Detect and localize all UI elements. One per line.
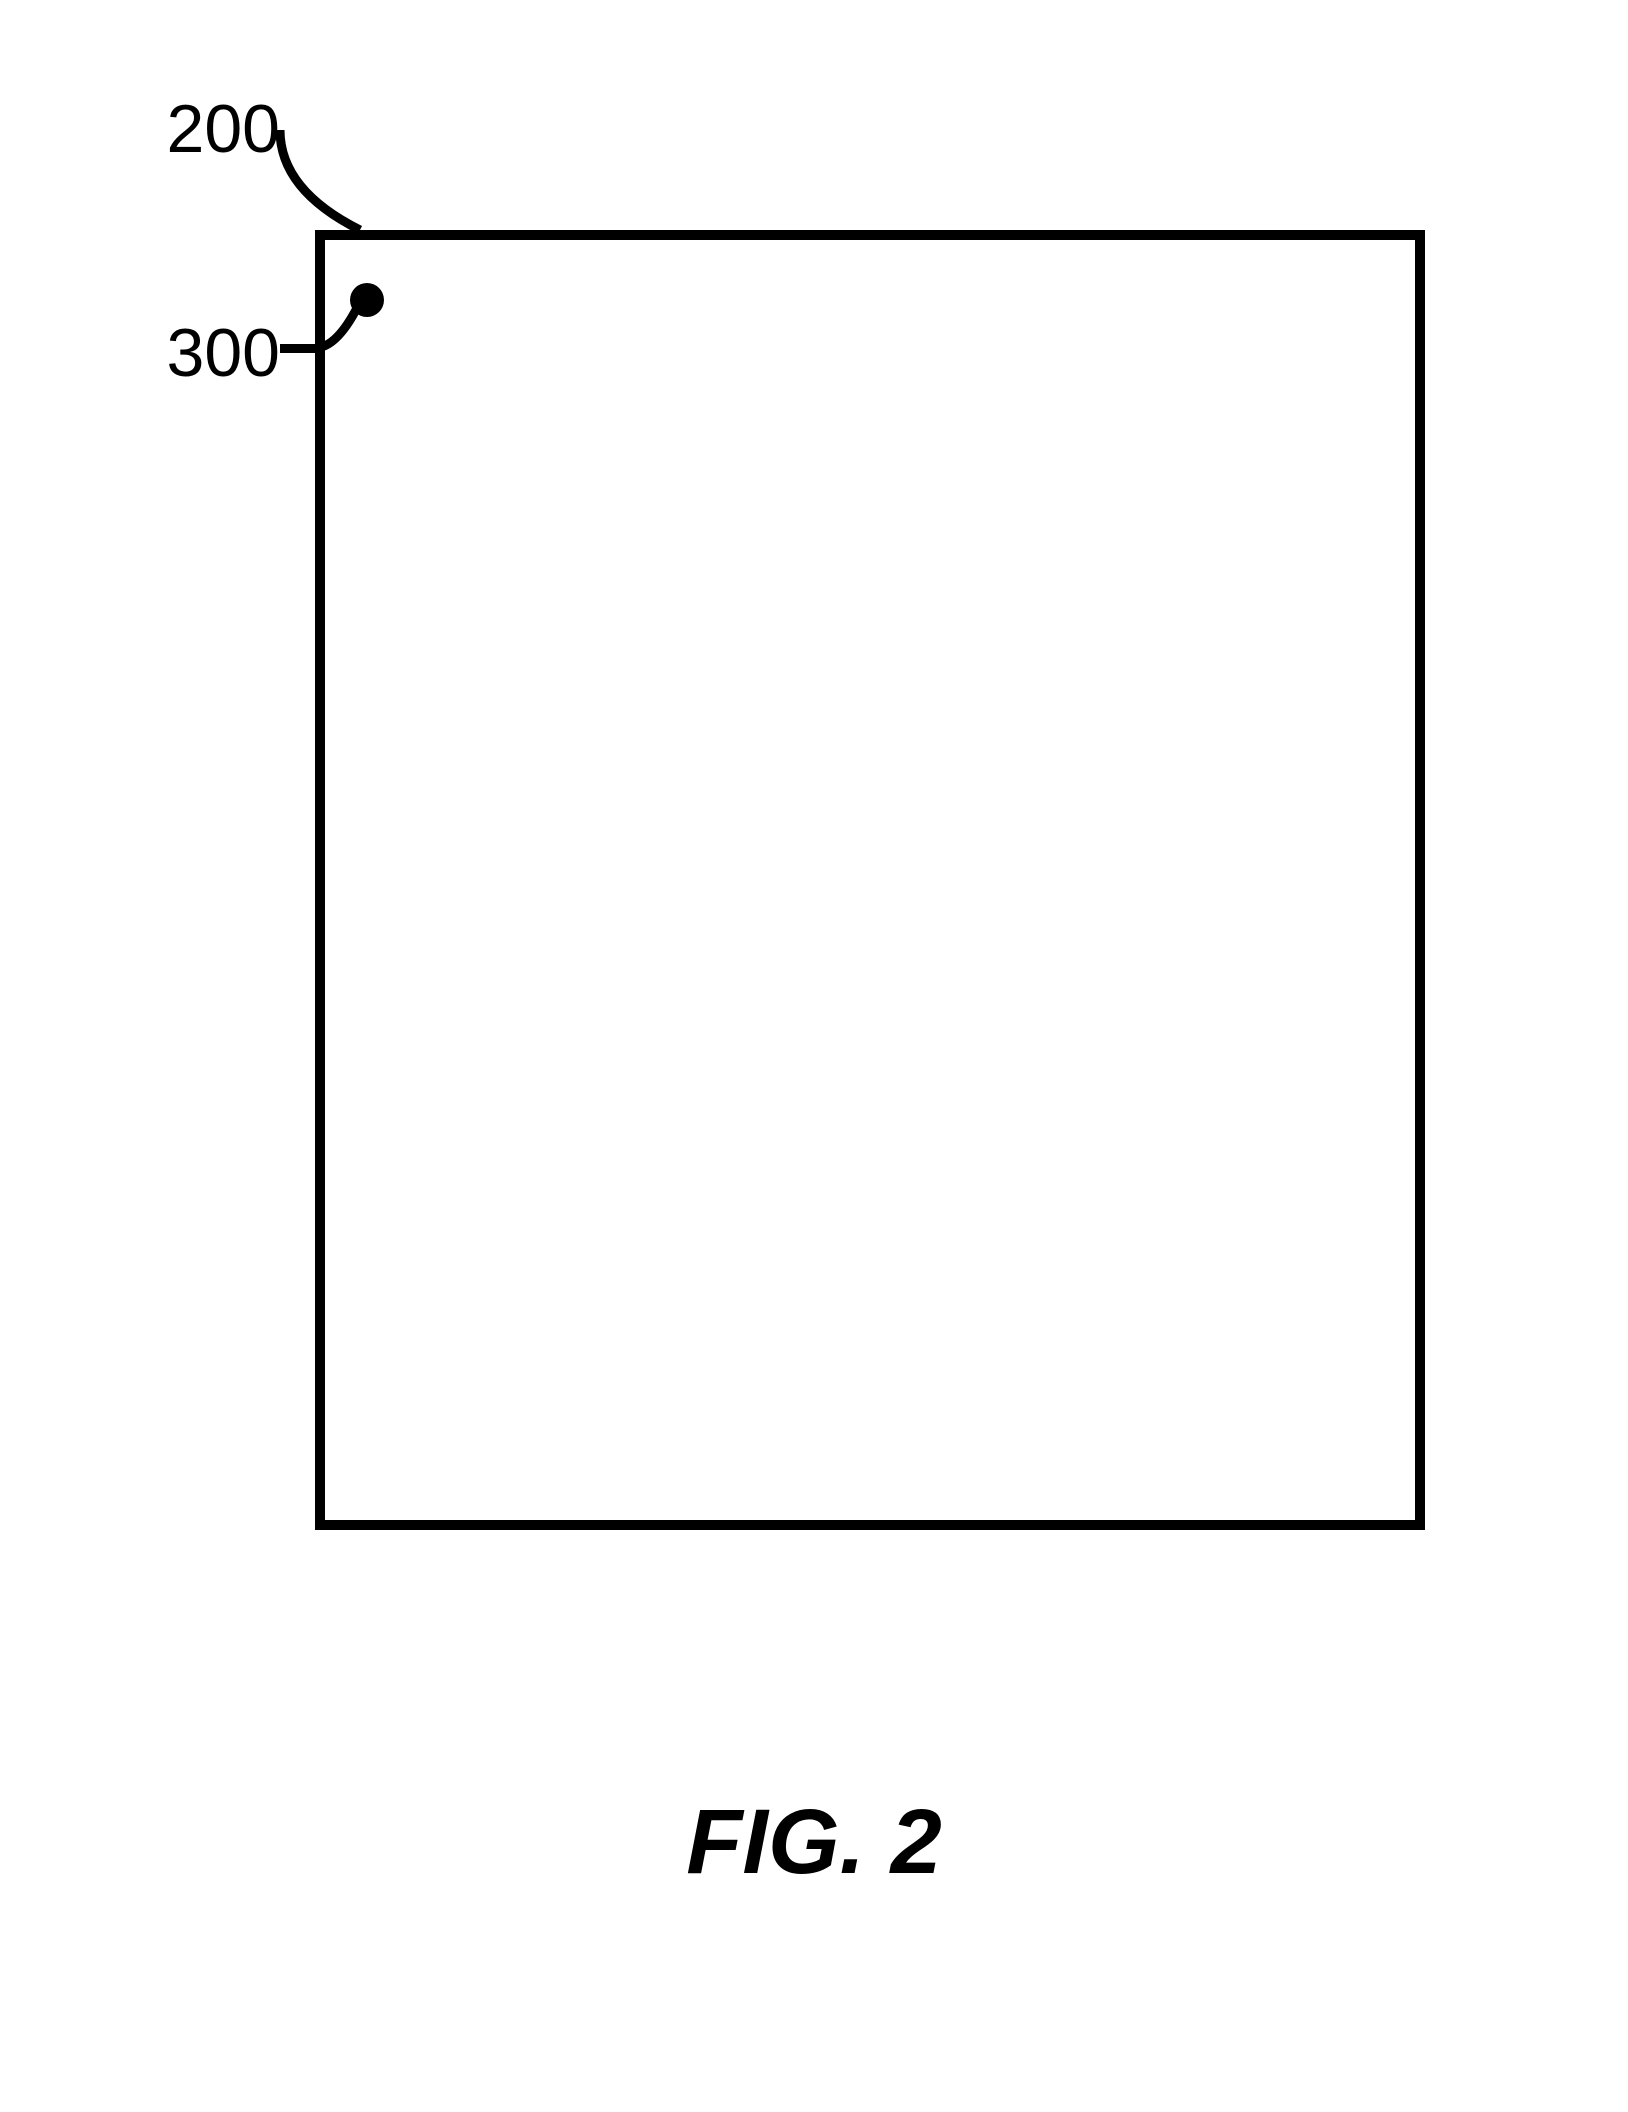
menu-box (315, 230, 1425, 1530)
item-bullet-icon (350, 283, 384, 317)
figure-caption: FIG. 2 (0, 1790, 1628, 1895)
figure-canvas: 200 300 FIG. 2 (0, 0, 1628, 2112)
box-ref-leader (270, 120, 370, 240)
item-ref-label: 300 (100, 314, 280, 392)
box-ref-label: 200 (120, 90, 280, 168)
